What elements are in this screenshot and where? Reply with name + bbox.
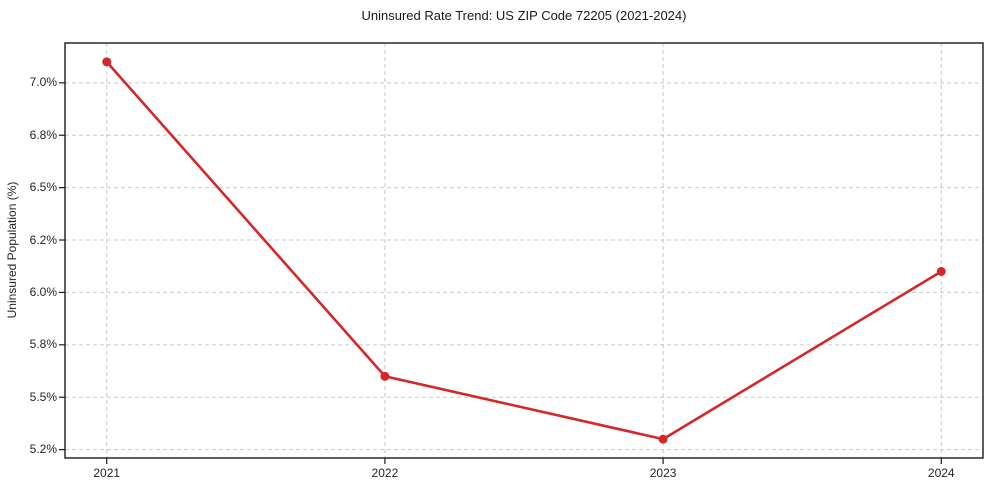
data-point (102, 57, 112, 67)
y-tick-label: 6.5% (29, 180, 57, 195)
data-point (936, 266, 946, 276)
y-tick-label: 5.5% (29, 389, 57, 404)
y-tick-label: 6.2% (29, 232, 57, 247)
y-tick-label: 6.0% (29, 284, 57, 299)
data-point (658, 434, 668, 444)
x-tick-label: 2023 (649, 466, 677, 480)
trend-line (105, 60, 943, 441)
y-tick-label: 7.0% (29, 75, 57, 90)
chart-title: Uninsured Rate Trend: US ZIP Code 72205 … (361, 8, 687, 23)
data-point (380, 371, 390, 381)
y-tick-label: 6.8% (29, 127, 57, 142)
x-tick-label: 2022 (371, 466, 399, 480)
y-tick-label: 5.8% (29, 337, 57, 352)
plot-border (64, 42, 984, 459)
x-tick-label: 2024 (927, 466, 955, 480)
y-tick-label: 5.2% (29, 442, 57, 457)
x-tick-label: 2021 (93, 466, 121, 480)
